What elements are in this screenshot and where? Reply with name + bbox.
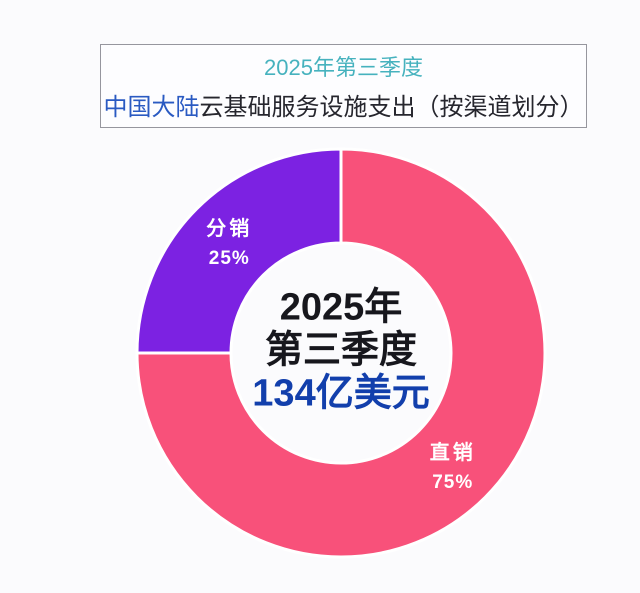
center-line-quarter: 第三季度 xyxy=(264,329,417,372)
center-line-total: 134亿美元 xyxy=(252,372,430,415)
chart-title-region: 中国大陆 xyxy=(103,94,200,121)
chart-subtitle: 2025年第三季度 xyxy=(264,55,423,80)
donut-center-text: 2025年 第三季度 134亿美元 xyxy=(252,287,429,416)
donut-slice-direct xyxy=(135,147,547,559)
donut-slice-distribution xyxy=(135,147,343,355)
chart-title-rest: 云基础服务设施支出（按渠道划分） xyxy=(199,94,584,121)
chart-title-box: 2025年第三季度 中国大陆云基础服务设施支出（按渠道划分） xyxy=(100,44,587,128)
center-line-year: 2025年 xyxy=(279,286,403,329)
chart-title: 中国大陆云基础服务设施支出（按渠道划分） xyxy=(104,87,584,122)
